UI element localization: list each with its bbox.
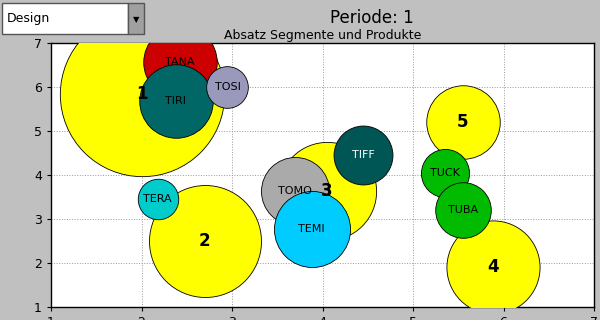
FancyBboxPatch shape [2, 3, 128, 34]
Text: 4: 4 [487, 258, 499, 276]
Text: TOSI: TOSI [215, 82, 241, 92]
Text: ▼: ▼ [133, 15, 139, 24]
Point [153, 197, 163, 202]
Title: Absatz Segmente und Produkte: Absatz Segmente und Produkte [224, 29, 421, 42]
Text: TUCK: TUCK [430, 168, 460, 178]
Point [171, 99, 181, 104]
Text: TERA: TERA [143, 194, 172, 204]
Text: Periode: 1: Periode: 1 [330, 9, 414, 28]
Text: TANA: TANA [165, 57, 194, 67]
Point [223, 84, 232, 90]
Text: 2: 2 [199, 232, 211, 250]
Point [440, 171, 449, 176]
Text: 3: 3 [321, 181, 333, 200]
Point [307, 226, 316, 231]
Point [200, 239, 209, 244]
Text: TEMI: TEMI [298, 224, 325, 234]
Text: 5: 5 [457, 113, 469, 132]
Point [488, 264, 497, 269]
Text: TIRI: TIRI [166, 96, 187, 106]
Text: 1: 1 [136, 85, 147, 103]
FancyBboxPatch shape [128, 3, 144, 34]
Point [137, 91, 146, 96]
Point [290, 188, 300, 193]
Text: TUBA: TUBA [448, 205, 478, 215]
Point [322, 188, 332, 193]
Point [458, 208, 467, 213]
Point [175, 59, 184, 64]
Text: TIFF: TIFF [352, 150, 374, 160]
Text: Design: Design [7, 12, 50, 25]
Text: TOMO: TOMO [278, 186, 312, 196]
Point [458, 120, 467, 125]
Point [358, 153, 368, 158]
